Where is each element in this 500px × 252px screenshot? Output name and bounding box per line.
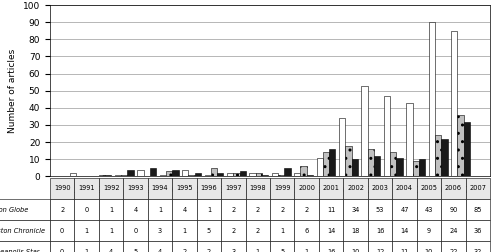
Bar — [362, 86, 368, 176]
Bar — [323, 152, 329, 176]
Bar — [105, 175, 112, 176]
Bar — [262, 175, 268, 176]
Bar — [172, 170, 178, 176]
Bar — [294, 173, 300, 176]
Bar — [374, 156, 380, 176]
Bar — [451, 31, 458, 176]
Bar — [240, 171, 246, 176]
Bar — [166, 171, 172, 176]
Bar — [70, 173, 76, 176]
Bar — [278, 175, 284, 176]
Bar — [211, 168, 217, 176]
Bar — [329, 149, 336, 176]
Bar — [115, 175, 121, 176]
Bar — [250, 173, 256, 176]
Bar — [150, 168, 156, 176]
Bar — [217, 173, 224, 176]
Bar — [384, 96, 390, 176]
Bar — [428, 22, 435, 176]
Bar — [412, 161, 419, 176]
Bar — [435, 135, 442, 176]
Bar — [233, 173, 239, 176]
Bar — [396, 158, 402, 176]
Bar — [464, 121, 470, 176]
Bar — [138, 170, 143, 176]
Bar — [390, 152, 396, 176]
Bar — [316, 158, 323, 176]
Bar — [368, 149, 374, 176]
Bar — [300, 166, 307, 176]
Bar — [406, 103, 412, 176]
Bar — [128, 170, 134, 176]
Bar — [284, 168, 290, 176]
Bar — [98, 175, 105, 176]
Y-axis label: Number of articles: Number of articles — [8, 49, 18, 133]
Bar — [272, 173, 278, 176]
Bar — [182, 170, 188, 176]
Bar — [442, 139, 448, 176]
Bar — [352, 159, 358, 176]
Bar — [307, 175, 313, 176]
Bar — [227, 173, 233, 176]
Bar — [121, 175, 128, 176]
Bar — [346, 146, 352, 176]
Bar — [194, 173, 201, 176]
Bar — [188, 175, 194, 176]
Bar — [256, 173, 262, 176]
Bar — [339, 118, 345, 176]
Bar — [458, 115, 464, 176]
Bar — [419, 159, 425, 176]
Bar — [204, 175, 211, 176]
Bar — [160, 175, 166, 176]
